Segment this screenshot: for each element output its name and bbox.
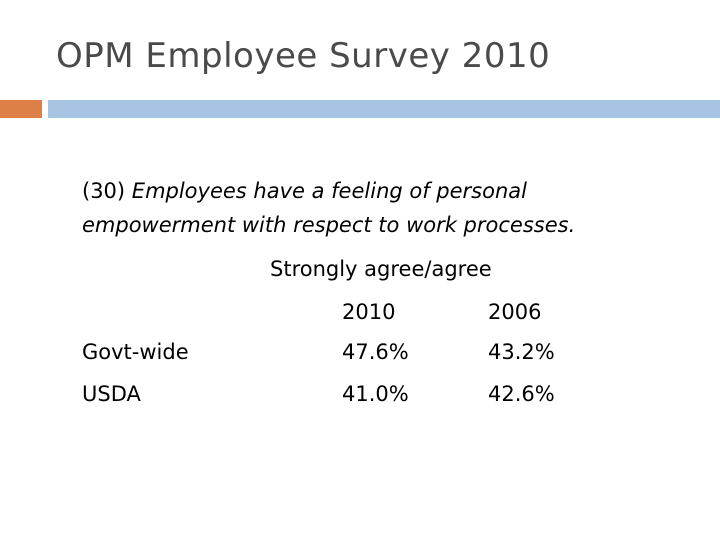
value-2006: 43.2% [488,340,555,364]
row-label: Govt-wide [82,340,189,364]
survey-question: (30) Employees have a feeling of persona… [82,174,682,242]
table-heading-row: Strongly agree/agree [0,252,720,286]
response-heading: Strongly agree/agree [270,257,492,281]
table-row: Govt-wide 47.6% 43.2% [0,335,720,369]
year-2010-header: 2010 [342,300,396,324]
year-2006-header: 2006 [488,300,542,324]
slide-title: OPM Employee Survey 2010 [56,36,551,76]
question-number: (30) [82,179,126,203]
value-2010: 47.6% [342,340,409,364]
row-label: USDA [82,382,141,406]
table-year-row: 2010 2006 [0,295,720,329]
question-text: Employees have a feeling of personal emp… [82,179,576,237]
title-rule-bar [48,100,720,118]
value-2010: 41.0% [342,382,409,406]
value-2006: 42.6% [488,382,555,406]
title-accent-bar [0,100,42,118]
table-row: USDA 41.0% 42.6% [0,377,720,411]
